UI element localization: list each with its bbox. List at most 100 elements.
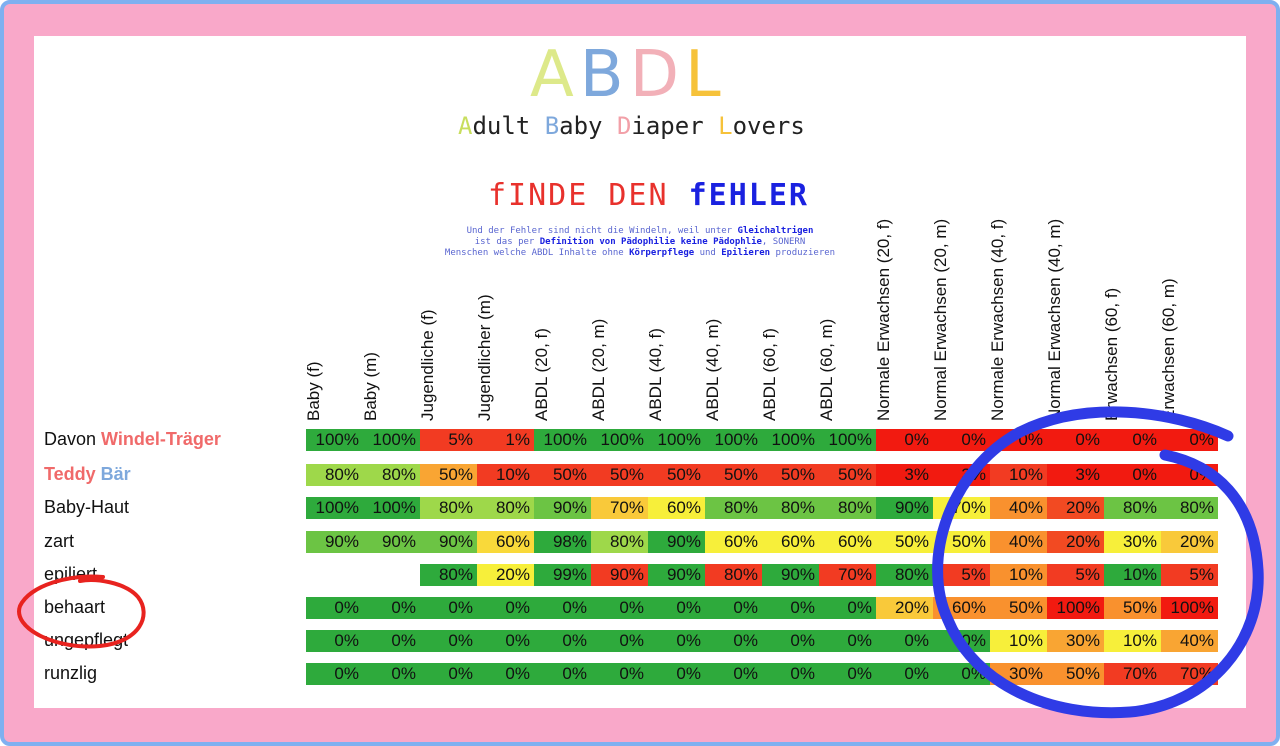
column-header: Normal Erwachsen (40, m) [1045, 219, 1066, 421]
logo-letter: D [629, 38, 685, 112]
table-cell: 80% [705, 564, 762, 586]
subtitle-part: B [544, 112, 560, 140]
column-header-label: Baby (f) [304, 361, 323, 421]
note-text: , SONERN [761, 237, 806, 247]
table-cell: 98% [534, 531, 591, 553]
table-cell: 100% [591, 429, 648, 451]
table-cell: 80% [819, 497, 876, 519]
table-cell: 100% [1047, 597, 1104, 619]
table-cell: 100% [306, 429, 363, 451]
table-cell: 20% [876, 597, 933, 619]
table-cell: 90% [591, 564, 648, 586]
note-text: produzieren [770, 248, 836, 258]
table-cell: 0% [648, 663, 705, 685]
table-cell: 0% [876, 429, 933, 451]
table-cell: 80% [591, 531, 648, 553]
table-cell: 100% [306, 497, 363, 519]
table-cell: 80% [420, 564, 477, 586]
subtitle-part: D [616, 112, 632, 140]
table-cell: 5% [933, 564, 990, 586]
column-header-label: ABDL (60, f) [760, 328, 779, 421]
table-cell: 0% [420, 597, 477, 619]
table-cell: 90% [648, 531, 705, 553]
headline-part2: fEHLER [688, 178, 809, 213]
table-cell: 3% [1047, 464, 1104, 486]
table-cell: 50% [990, 597, 1047, 619]
subtitle-part: aby [559, 112, 617, 140]
table-cell: 50% [591, 464, 648, 486]
table-cell: 80% [876, 564, 933, 586]
table-cell: 90% [762, 564, 819, 586]
table-cell: 20% [1047, 531, 1104, 553]
note-highlight: Gleichaltrigen [737, 226, 814, 236]
subtitle-part: iaper [631, 112, 719, 140]
column-header-label: Normal Erwachsen (40, m) [1045, 218, 1064, 421]
table-cell: 50% [762, 464, 819, 486]
column-header: Normal Erwachsen (20, m) [931, 219, 952, 421]
column-header: Jugendliche (f) [418, 309, 439, 421]
table-cell: 0% [477, 630, 534, 652]
subtitle-part: L [718, 112, 733, 140]
logo-subtitle: Adult Baby Diaper Lovers [458, 112, 818, 140]
table-cell: 30% [990, 663, 1047, 685]
column-header-label: Baby (m) [361, 352, 380, 421]
subtitle-part: A [458, 112, 473, 140]
table-cell: 0% [420, 663, 477, 685]
table-cell: 0% [819, 663, 876, 685]
table-cell: 80% [306, 464, 363, 486]
note-text: und [694, 248, 722, 258]
table-cell: 100% [363, 429, 420, 451]
row-label-part: behaart [44, 597, 106, 617]
table-cell: 10% [1104, 630, 1161, 652]
column-header-label: Normal Erwachsen (20, m) [931, 218, 950, 421]
table-cell: 90% [534, 497, 591, 519]
table-cell: 50% [648, 464, 705, 486]
table-cell: 80% [477, 497, 534, 519]
table-cell: 5% [1161, 564, 1218, 586]
table-cell: 10% [477, 464, 534, 486]
table-cell: 30% [1047, 630, 1104, 652]
column-header: Erwachsen (60, f) [1102, 288, 1123, 421]
row-label-part: Davon [44, 429, 102, 449]
column-header-label: Jugendliche (f) [418, 309, 437, 421]
table-cell: 100% [819, 429, 876, 451]
table-cell: 0% [534, 630, 591, 652]
table-cell: 0% [1161, 464, 1218, 486]
row-label-part: ungepflegt [44, 630, 129, 650]
table-cell: 0% [819, 597, 876, 619]
table-cell: 0% [363, 663, 420, 685]
table-cell: 0% [1104, 464, 1161, 486]
table-cell: 0% [705, 663, 762, 685]
note-highlight: Körperpflege [629, 248, 695, 258]
table-cell: 60% [648, 497, 705, 519]
table-cell: 80% [420, 497, 477, 519]
table-cell: 3% [876, 464, 933, 486]
headline: fINDE DEN fEHLER [488, 178, 809, 213]
table-cell: 80% [705, 497, 762, 519]
table-cell: 0% [591, 663, 648, 685]
table-cell: 0% [591, 630, 648, 652]
column-header: ABDL (20, m) [589, 319, 610, 421]
table-cell: 0% [762, 597, 819, 619]
table-cell: 90% [648, 564, 705, 586]
table-cell: 0% [306, 663, 363, 685]
table-cell: 0% [1047, 429, 1104, 451]
table-cell: 50% [705, 464, 762, 486]
row-label-part: epiliert [44, 564, 98, 584]
row-label: epiliert [44, 564, 97, 585]
table-cell: 70% [1104, 663, 1161, 685]
headline-part1: fINDE DEN [488, 178, 689, 213]
table-cell: 0% [591, 597, 648, 619]
table-cell: 0% [420, 630, 477, 652]
table-cell: 0% [477, 663, 534, 685]
column-header-label: ABDL (40, f) [646, 328, 665, 421]
table-cell: 60% [477, 531, 534, 553]
table-cell: 90% [363, 531, 420, 553]
column-header: ABDL (60, m) [817, 319, 838, 421]
table-cell: 70% [933, 497, 990, 519]
table-cell: 0% [876, 663, 933, 685]
table-cell: 80% [762, 497, 819, 519]
table-cell: 0% [1104, 429, 1161, 451]
row-label: behaart [44, 597, 105, 618]
table-cell: 20% [1161, 531, 1218, 553]
